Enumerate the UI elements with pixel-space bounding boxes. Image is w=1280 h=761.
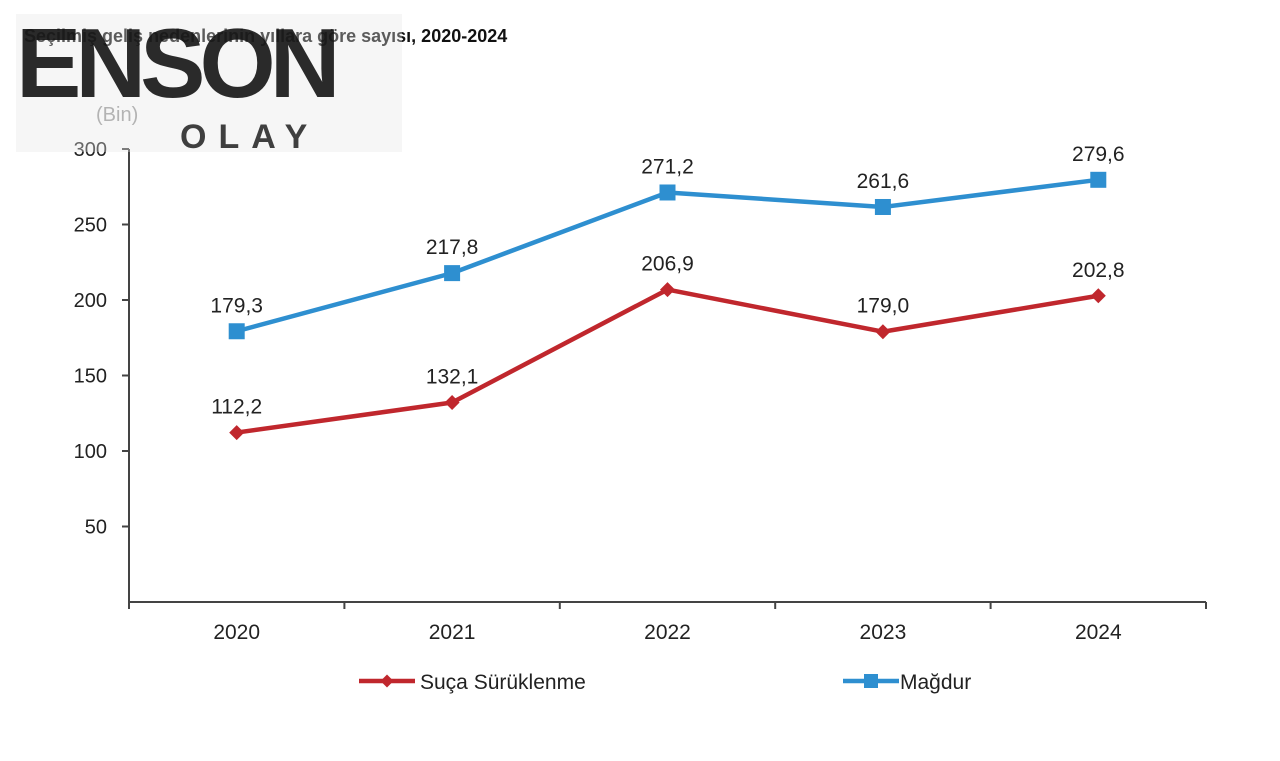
data-point [875, 324, 891, 340]
legend-marker-0 [380, 674, 394, 688]
data-point [1090, 171, 1107, 188]
data-point [229, 425, 245, 441]
data-point [444, 265, 461, 282]
data-label: 132,1 [426, 366, 479, 389]
y-tick-label: 200 [74, 290, 107, 312]
x-tick-label: 2022 [644, 621, 691, 644]
y-tick-label: 100 [74, 441, 107, 463]
data-label: 217,8 [426, 236, 479, 259]
y-tick-label: 250 [74, 215, 107, 237]
data-point [659, 184, 676, 201]
data-point [228, 323, 245, 340]
data-label: 112,2 [211, 396, 262, 419]
data-label: 179,0 [857, 295, 910, 318]
logo-text-main: ENSON [16, 8, 341, 118]
data-label: 179,3 [210, 294, 263, 317]
legend-marker-1 [864, 674, 878, 688]
y-tick-label: 300 [74, 139, 107, 161]
y-tick-label: 50 [85, 517, 107, 539]
x-tick-label: 2023 [860, 621, 907, 644]
x-tick-label: 2024 [1075, 621, 1122, 644]
logo-text-sub: OLAY [180, 118, 320, 156]
legend-label-1: Mağdur [900, 671, 971, 694]
series-line-0 [236, 287, 1099, 435]
legend-label-0: Suça Sürüklenme [420, 671, 586, 694]
y-tick-label: 150 [74, 366, 107, 388]
data-label: 279,6 [1072, 143, 1125, 166]
data-point [1090, 288, 1106, 304]
data-point [874, 198, 891, 215]
chart-title: Seçilmiş geliş nedenlerinin yıllara göre… [24, 26, 508, 46]
y-unit-label: (Bin) [96, 104, 139, 126]
data-label: 202,8 [1072, 259, 1125, 282]
data-point [660, 282, 675, 298]
x-tick-label: 2021 [429, 621, 476, 644]
watermark-logo: ENSON OLAY [16, 8, 402, 156]
x-tick-label: 2020 [213, 621, 260, 644]
data-label: 261,6 [857, 170, 910, 193]
data-point [444, 395, 460, 411]
data-label: 206,9 [641, 253, 694, 276]
data-label: 271,2 [641, 155, 694, 178]
